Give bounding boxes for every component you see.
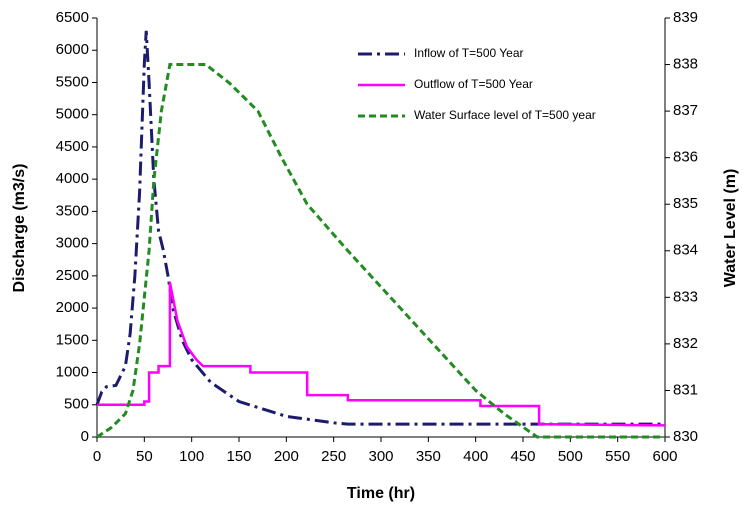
y-tick-label: 3000 — [56, 235, 89, 252]
y-axis-title: Discharge (m3/s) — [11, 164, 28, 293]
y-tick-label: 5000 — [56, 106, 89, 123]
legend-label: Outflow of T=500 Year — [414, 77, 533, 91]
x-tick-label: 500 — [558, 448, 583, 465]
x-tick-label: 400 — [463, 448, 488, 465]
y-tick-label: 6000 — [56, 41, 89, 58]
x-tick-label: 0 — [93, 448, 101, 465]
x-tick-label: 50 — [136, 448, 153, 465]
y2-tick-label: 831 — [673, 381, 698, 398]
x-tick-label: 350 — [416, 448, 441, 465]
y-tick-label: 0 — [81, 428, 89, 445]
x-tick-label: 250 — [321, 448, 346, 465]
legend-label: Inflow of T=500 Year — [414, 46, 524, 60]
x-tick-label: 600 — [652, 448, 677, 465]
series-line — [95, 30, 665, 426]
y-tick-label: 2500 — [56, 267, 89, 284]
y2-tick-label: 830 — [673, 428, 698, 445]
x-tick-label: 550 — [605, 448, 630, 465]
y-tick-label: 3500 — [56, 202, 89, 219]
y2-tick-label: 833 — [673, 288, 698, 305]
x-tick-label: 100 — [179, 448, 204, 465]
x-tick-label: 150 — [226, 448, 251, 465]
y2-tick-label: 838 — [673, 56, 698, 73]
y-tick-label: 2000 — [56, 299, 89, 316]
y-tick-label: 500 — [64, 396, 89, 413]
y-tick-label: 4500 — [56, 138, 89, 155]
y-tick-label: 6500 — [56, 9, 89, 26]
y-tick-label: 4000 — [56, 170, 89, 187]
series-line — [97, 282, 666, 427]
x-tick-label: 450 — [510, 448, 535, 465]
series-line — [96, 63, 665, 439]
legend-label: Water Surface level of T=500 year — [414, 108, 596, 122]
y-tick-label: 1500 — [56, 331, 89, 348]
y-tick-label: 1000 — [56, 364, 89, 381]
y2-axis-title: Water Level (m) — [722, 169, 739, 288]
y2-tick-label: 837 — [673, 102, 698, 119]
x-tick-label: 300 — [368, 448, 393, 465]
y2-tick-label: 835 — [673, 195, 698, 212]
y2-tick-label: 834 — [673, 242, 698, 259]
y2-tick-label: 832 — [673, 335, 698, 352]
y2-tick-label: 839 — [673, 9, 698, 26]
x-axis-title: Time (hr) — [347, 485, 415, 502]
y-tick-label: 5500 — [56, 73, 89, 90]
y2-tick-label: 836 — [673, 149, 698, 166]
x-tick-label: 200 — [274, 448, 299, 465]
